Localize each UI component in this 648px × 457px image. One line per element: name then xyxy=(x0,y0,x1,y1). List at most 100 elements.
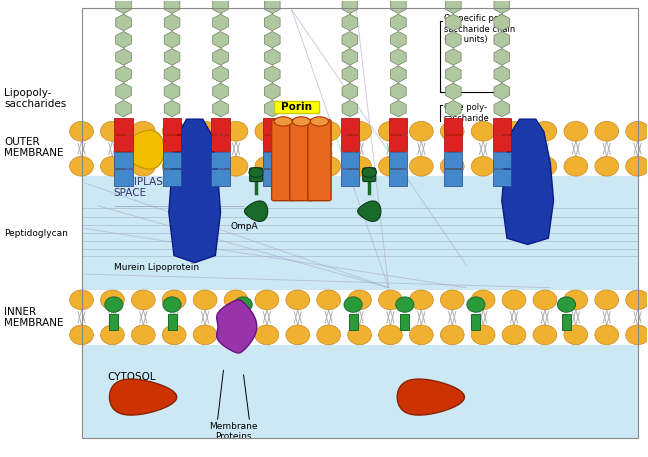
Ellipse shape xyxy=(234,297,252,312)
Polygon shape xyxy=(342,83,358,100)
Polygon shape xyxy=(391,49,406,65)
Text: PERIPLASMIC
SPACE: PERIPLASMIC SPACE xyxy=(114,177,182,198)
Polygon shape xyxy=(342,66,358,82)
Ellipse shape xyxy=(348,156,371,176)
Ellipse shape xyxy=(69,122,93,141)
Polygon shape xyxy=(358,201,381,221)
Ellipse shape xyxy=(378,156,402,176)
Ellipse shape xyxy=(317,122,341,141)
Polygon shape xyxy=(244,201,268,221)
Ellipse shape xyxy=(224,156,248,176)
Ellipse shape xyxy=(317,290,341,310)
Polygon shape xyxy=(213,66,228,82)
Bar xyxy=(445,135,463,151)
Ellipse shape xyxy=(286,290,310,310)
Bar xyxy=(115,117,133,134)
Ellipse shape xyxy=(410,290,434,310)
Polygon shape xyxy=(164,0,180,13)
Ellipse shape xyxy=(564,325,588,345)
Ellipse shape xyxy=(378,325,402,345)
Ellipse shape xyxy=(193,325,217,345)
Polygon shape xyxy=(494,32,510,48)
Polygon shape xyxy=(494,49,510,65)
Polygon shape xyxy=(216,300,257,353)
Ellipse shape xyxy=(193,290,217,310)
FancyBboxPatch shape xyxy=(290,120,313,201)
Polygon shape xyxy=(116,101,132,117)
Bar xyxy=(341,169,359,186)
Polygon shape xyxy=(391,66,406,82)
Polygon shape xyxy=(494,0,510,13)
Polygon shape xyxy=(164,66,180,82)
Ellipse shape xyxy=(626,122,648,141)
Ellipse shape xyxy=(274,117,292,126)
Ellipse shape xyxy=(255,156,279,176)
Bar xyxy=(110,314,119,330)
Polygon shape xyxy=(213,32,228,48)
Polygon shape xyxy=(494,83,510,100)
Polygon shape xyxy=(264,83,280,100)
Ellipse shape xyxy=(471,156,495,176)
Ellipse shape xyxy=(193,122,217,141)
Ellipse shape xyxy=(533,290,557,310)
Bar xyxy=(400,314,410,330)
Ellipse shape xyxy=(441,122,464,141)
Bar xyxy=(163,135,181,151)
Polygon shape xyxy=(342,32,358,48)
Ellipse shape xyxy=(564,156,588,176)
Bar xyxy=(472,314,480,330)
Ellipse shape xyxy=(348,325,371,345)
Text: OUTER
MEMBRANE: OUTER MEMBRANE xyxy=(4,137,64,158)
Ellipse shape xyxy=(255,122,279,141)
Ellipse shape xyxy=(626,156,648,176)
Polygon shape xyxy=(342,49,358,65)
Ellipse shape xyxy=(564,122,588,141)
Ellipse shape xyxy=(471,290,495,310)
Ellipse shape xyxy=(502,290,526,310)
Polygon shape xyxy=(391,0,406,13)
Polygon shape xyxy=(213,83,228,100)
Bar xyxy=(445,152,463,169)
Ellipse shape xyxy=(100,325,124,345)
Polygon shape xyxy=(213,101,228,117)
Bar xyxy=(238,314,248,330)
Ellipse shape xyxy=(502,325,526,345)
Ellipse shape xyxy=(310,117,329,126)
Polygon shape xyxy=(502,119,553,244)
Ellipse shape xyxy=(286,156,310,176)
Ellipse shape xyxy=(69,156,93,176)
Text: Core poly-
saccharide: Core poly- saccharide xyxy=(444,103,489,122)
Polygon shape xyxy=(164,32,180,48)
Ellipse shape xyxy=(100,156,124,176)
Ellipse shape xyxy=(193,156,217,176)
Ellipse shape xyxy=(249,167,263,177)
Ellipse shape xyxy=(163,290,186,310)
Polygon shape xyxy=(116,0,132,13)
Text: ────────────────────────────────────────: ──────────────────────────────────────── xyxy=(114,206,244,211)
Bar xyxy=(115,152,133,169)
Polygon shape xyxy=(169,119,220,263)
Polygon shape xyxy=(264,49,280,65)
Ellipse shape xyxy=(100,290,124,310)
Ellipse shape xyxy=(348,290,371,310)
Bar xyxy=(211,117,229,134)
Bar xyxy=(263,152,281,169)
Ellipse shape xyxy=(533,325,557,345)
Text: Peptidoglycan: Peptidoglycan xyxy=(4,228,68,238)
Polygon shape xyxy=(164,83,180,100)
Ellipse shape xyxy=(348,122,371,141)
Bar xyxy=(211,135,229,151)
Bar xyxy=(445,169,463,186)
Ellipse shape xyxy=(595,122,619,141)
Polygon shape xyxy=(342,101,358,117)
Ellipse shape xyxy=(595,325,619,345)
Text: CYTOSOL: CYTOSOL xyxy=(108,372,156,382)
Polygon shape xyxy=(116,49,132,65)
Ellipse shape xyxy=(502,156,526,176)
FancyBboxPatch shape xyxy=(274,101,319,113)
Polygon shape xyxy=(264,101,280,117)
FancyBboxPatch shape xyxy=(272,120,295,201)
Ellipse shape xyxy=(595,290,619,310)
Bar xyxy=(163,169,181,186)
Bar xyxy=(389,152,408,169)
